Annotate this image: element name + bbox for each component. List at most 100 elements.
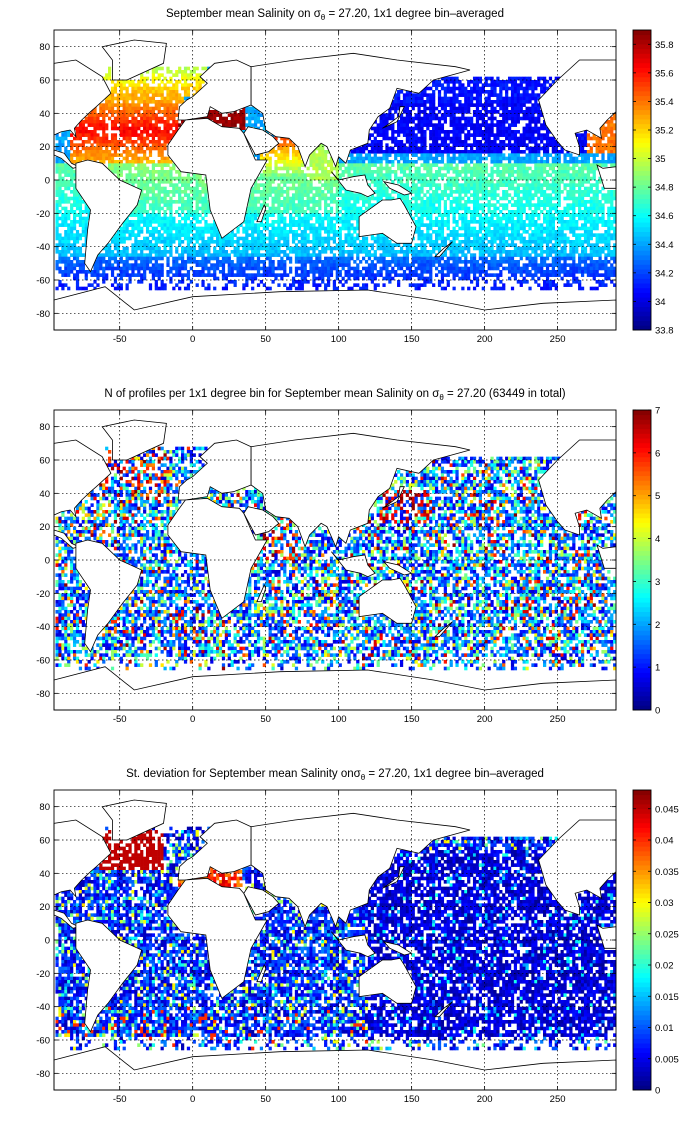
heatmap-cell <box>70 236 74 241</box>
heatmap-cell <box>513 103 518 107</box>
heatmap-cell <box>484 113 488 117</box>
heatmap-cell <box>516 173 520 177</box>
heatmap-cell <box>157 206 161 211</box>
heatmap-cell <box>143 153 147 157</box>
heatmap-cell <box>183 220 188 224</box>
heatmap-cell <box>289 176 293 181</box>
heatmap-cell <box>283 146 287 151</box>
heatmap-cell <box>417 210 421 214</box>
heatmap-cell <box>525 190 529 194</box>
heatmap-cell <box>87 130 91 134</box>
heatmap-cell <box>364 173 369 177</box>
heatmap-cell <box>166 113 170 117</box>
heatmap-cell <box>364 176 369 181</box>
heatmap-cell <box>391 163 395 167</box>
heatmap-cell <box>332 166 337 171</box>
heatmap-cell <box>563 176 567 181</box>
heatmap-cell <box>437 120 442 124</box>
heatmap-cell <box>134 126 138 131</box>
heatmap-cell <box>119 236 123 241</box>
heatmap-cell <box>116 80 120 84</box>
heatmap-cell <box>329 226 334 231</box>
heatmap-cell <box>72 223 77 227</box>
heatmap-cell <box>148 153 153 157</box>
heatmap-cell <box>528 186 532 191</box>
heatmap-cell <box>402 170 407 174</box>
heatmap-cell <box>429 183 433 187</box>
heatmap-cell <box>607 236 611 241</box>
heatmap-cell <box>525 173 529 177</box>
heatmap-cell <box>452 116 456 121</box>
heatmap-cell <box>64 240 68 244</box>
heatmap-cell <box>128 166 132 171</box>
heatmap-cell <box>105 153 109 157</box>
heatmap-cell <box>216 113 220 117</box>
heatmap-cell <box>472 236 477 241</box>
heatmap-cell <box>408 200 412 204</box>
heatmap-cell <box>195 203 199 207</box>
heatmap-cell <box>446 236 450 241</box>
heatmap-cell <box>280 146 284 151</box>
heatmap-cell <box>134 120 138 124</box>
heatmap-cell <box>493 230 497 234</box>
heatmap-cell <box>490 103 494 107</box>
heatmap-cell <box>519 136 523 141</box>
heatmap-cell <box>502 123 506 127</box>
heatmap-cell <box>429 136 433 141</box>
heatmap-cell <box>499 130 503 134</box>
heatmap-cell <box>186 210 191 214</box>
heatmap-cell <box>490 233 494 237</box>
heatmap-cell <box>192 226 196 231</box>
heatmap-cell <box>315 193 319 197</box>
heatmap-cell <box>478 166 482 171</box>
heatmap-cell <box>420 210 424 214</box>
heatmap-cell <box>478 216 482 221</box>
heatmap-cell <box>251 210 255 214</box>
heatmap-cell <box>344 210 348 214</box>
heatmap-cell <box>128 160 132 164</box>
heatmap-cell <box>613 160 617 164</box>
heatmap-cell <box>470 216 474 221</box>
heatmap-cell <box>464 116 468 121</box>
heatmap-cell <box>484 123 488 127</box>
heatmap-cell <box>175 200 179 204</box>
heatmap-cell <box>379 146 383 151</box>
heatmap-cell <box>440 156 445 161</box>
heatmap-cell <box>408 100 412 104</box>
heatmap-cell <box>551 183 555 187</box>
heatmap-cell <box>499 176 503 181</box>
heatmap-cell <box>580 146 585 151</box>
heatmap-cell <box>105 100 109 104</box>
heatmap-cell <box>545 173 550 177</box>
heatmap-cell <box>446 216 450 221</box>
heatmap-cell <box>464 216 468 221</box>
heatmap-cell <box>604 236 608 241</box>
heatmap-cell <box>113 123 118 127</box>
heatmap-cell <box>335 206 339 211</box>
heatmap-cell <box>137 100 141 104</box>
heatmap-cell <box>128 136 132 141</box>
heatmap-cell <box>204 220 208 224</box>
heatmap-cell <box>55 133 59 137</box>
heatmap-cell <box>557 150 561 154</box>
heatmap-cell <box>183 236 188 241</box>
heatmap-cell <box>116 170 120 174</box>
heatmap-cell <box>105 136 109 141</box>
heatmap-cell <box>519 213 523 217</box>
heatmap-cell <box>429 130 433 134</box>
heatmap-cell <box>458 200 462 204</box>
heatmap-cell <box>443 140 447 144</box>
heatmap-cell <box>528 236 532 241</box>
heatmap-cell <box>540 136 544 141</box>
heatmap-cell <box>534 116 538 121</box>
heatmap-cell <box>137 143 141 147</box>
heatmap-cell <box>586 163 591 167</box>
heatmap-cell <box>583 200 588 204</box>
heatmap-cell <box>557 193 561 197</box>
heatmap-cell <box>408 203 412 207</box>
heatmap-cell <box>589 210 593 214</box>
heatmap-cell <box>367 170 372 174</box>
heatmap-cell <box>502 176 506 181</box>
heatmap-cell <box>64 230 68 234</box>
heatmap-cell <box>601 136 605 141</box>
